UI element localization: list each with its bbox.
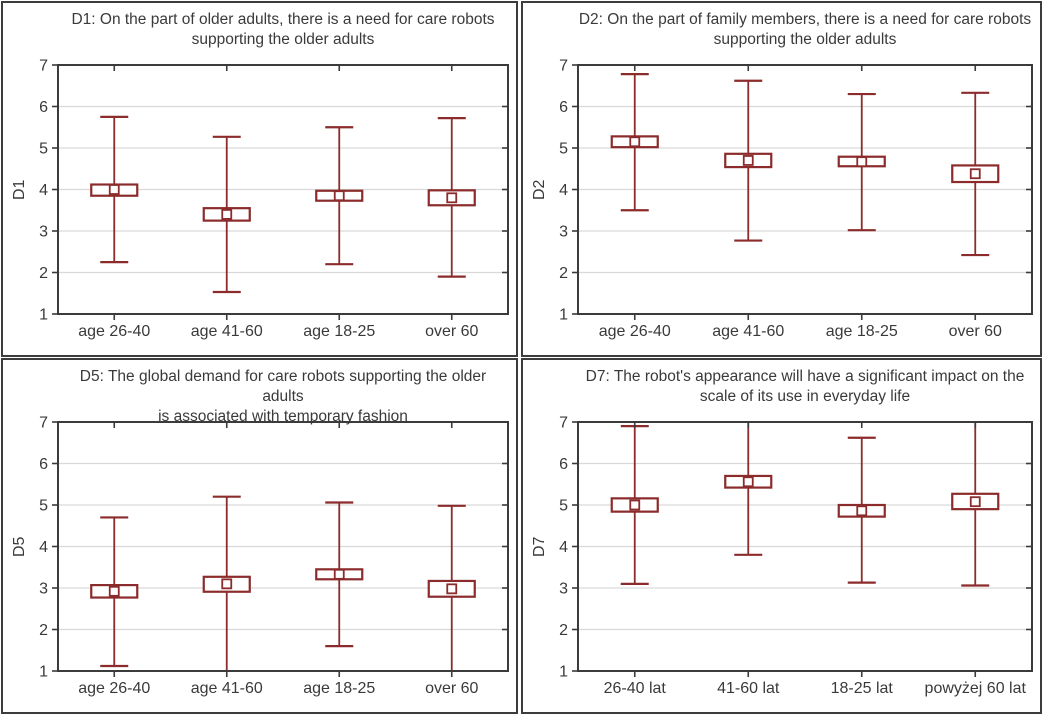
mean-marker [856, 505, 868, 517]
mean-marker [629, 136, 641, 148]
chart-title-d5: D5: The global demand for care robots su… [58, 367, 508, 427]
y-tick-label: 7 [39, 58, 48, 75]
chart-title-d7: D7: The robot's appearance will have a s… [578, 367, 1032, 407]
x-category-label: age 26-40 [599, 323, 671, 340]
y-axis-label-d1: D1 [11, 179, 28, 200]
mean-marker [742, 476, 754, 488]
y-tick-label: 4 [39, 182, 48, 199]
chart-title-line1: D1: On the part of older adults, there i… [71, 11, 495, 28]
x-category-label: age 41-60 [712, 323, 784, 340]
x-category-label: 41-60 lat [717, 680, 780, 697]
boxplot-canvas-d5: 1 2 3 4 5 6 7 age 26-40 age 41-60 age 18-25 over 6… [39, 415, 509, 697]
boxplot-panel-d2: 1 2 3 4 5 6 7 age 26-40 age 41-60 age 18-25 over 6… [521, 1, 1042, 357]
y-tick-label: 2 [39, 265, 48, 282]
y-tick-label: 7 [559, 415, 568, 432]
chart-title-line2: supporting the older adults [191, 31, 375, 48]
y-tick-label: 5 [559, 141, 568, 158]
mean-marker [221, 208, 233, 220]
x-category-label: 26-40 lat [604, 680, 667, 697]
chart-title-line1: D7: The robot's appearance will have a s… [585, 368, 1025, 385]
x-category-label: powyżej 60 lat [925, 680, 1027, 697]
x-category-label: age 41-60 [191, 680, 263, 697]
x-category-label: over 60 [425, 323, 478, 340]
y-tick-label: 1 [559, 307, 568, 324]
y-tick-label: 5 [559, 498, 568, 515]
y-tick-label: 3 [559, 224, 568, 241]
chart-title-d1: D1: On the part of older adults, there i… [58, 10, 508, 50]
mean-marker [629, 499, 641, 511]
y-axis-label-d5: D5 [11, 536, 28, 557]
boxplot-panel-d5: 1 2 3 4 5 6 7 age 26-40 age 41-60 age 18-25 over 6… [1, 358, 518, 714]
y-tick-label: 6 [559, 99, 568, 116]
mean-marker [221, 578, 233, 590]
y-tick-label: 2 [559, 622, 568, 639]
y-tick-label: 6 [39, 99, 48, 116]
mean-marker [446, 192, 458, 204]
mean-marker [108, 184, 120, 195]
boxplot-panel-d7: 1 2 3 4 5 6 7 26-40 lat 41-60 lat 18-25 lat powyże… [521, 358, 1042, 714]
y-tick-label: 2 [559, 265, 568, 282]
chart-title-line2: supporting the older adults [713, 31, 897, 48]
boxplot-canvas-d2: 1 2 3 4 5 6 7 age 26-40 age 41-60 age 18-25 over 6… [559, 58, 1033, 340]
y-axis-label-d7: D7 [531, 536, 548, 557]
y-tick-label: 7 [39, 415, 48, 432]
y-tick-label: 6 [559, 456, 568, 473]
mean-marker [742, 155, 754, 166]
y-tick-label: 1 [39, 664, 48, 681]
mean-marker [108, 585, 120, 597]
x-category-label: age 26-40 [78, 680, 150, 697]
y-tick-label: 4 [39, 539, 48, 556]
x-category-label: over 60 [949, 323, 1002, 340]
mean-marker [446, 583, 458, 595]
boxplot-canvas-d7: 1 2 3 4 5 6 7 26-40 lat 41-60 lat 18-25 lat powyże… [559, 415, 1033, 697]
x-category-label: age 18-25 [303, 323, 375, 340]
chart-title-line1: D5: The global demand for care robots su… [79, 368, 487, 405]
y-tick-label: 4 [559, 182, 568, 199]
chart-title-line2: is associated with temporary fashion [158, 408, 408, 425]
chart-title-line1: D2: On the part of family members, there… [578, 11, 1032, 28]
y-tick-label: 2 [39, 622, 48, 639]
y-tick-label: 6 [39, 456, 48, 473]
x-category-label: age 26-40 [78, 323, 150, 340]
mean-marker [969, 168, 981, 180]
mean-marker [856, 156, 868, 168]
x-category-label: age 41-60 [191, 323, 263, 340]
y-tick-label: 3 [39, 224, 48, 241]
x-category-label: over 60 [425, 680, 478, 697]
y-tick-label: 7 [559, 58, 568, 75]
y-tick-label: 3 [39, 581, 48, 598]
y-tick-label: 3 [559, 581, 568, 598]
y-tick-label: 1 [39, 307, 48, 324]
mean-marker [333, 568, 345, 580]
boxplot-panel-d1: 1 2 3 4 5 6 7 age 26-40 age 41-60 age 18-25 over 6… [1, 1, 518, 357]
x-category-label: age 18-25 [303, 680, 375, 697]
boxplot-canvas-d1: 1 2 3 4 5 6 7 age 26-40 age 41-60 age 18-25 over 6… [39, 58, 509, 340]
mean-marker [333, 190, 345, 202]
y-tick-label: 5 [39, 141, 48, 158]
x-category-label: age 18-25 [826, 323, 898, 340]
y-tick-label: 4 [559, 539, 568, 556]
y-tick-label: 5 [39, 498, 48, 515]
x-category-label: 18-25 lat [831, 680, 894, 697]
chart-title-line2: scale of its use in everyday life [699, 388, 911, 405]
chart-title-d2: D2: On the part of family members, there… [578, 10, 1032, 50]
y-tick-label: 1 [559, 664, 568, 681]
y-axis-label-d2: D2 [531, 179, 548, 200]
mean-marker [969, 496, 981, 508]
